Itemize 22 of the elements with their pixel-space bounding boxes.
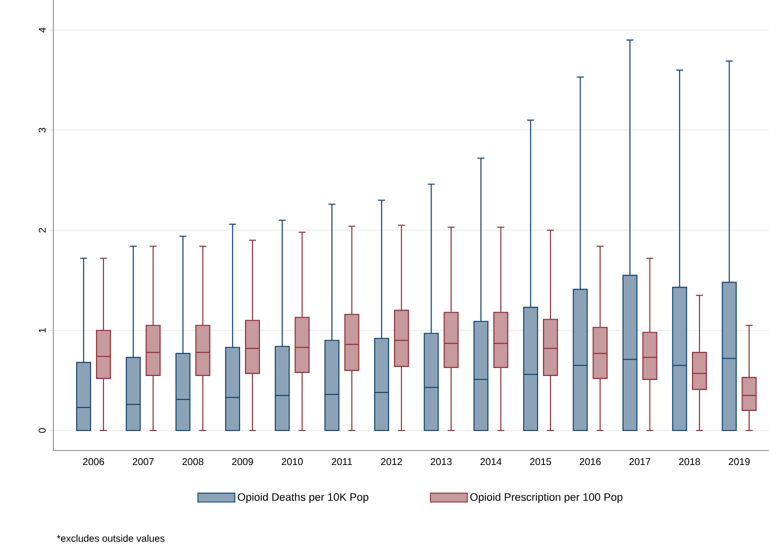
x-tick-label: 2007	[132, 458, 154, 466]
x-tick-label: 2012	[381, 458, 402, 466]
x-tick-label: 2008	[182, 458, 204, 466]
x-tick-label: 2006	[83, 458, 104, 466]
y-tick-label: 4	[38, 28, 46, 32]
legend-label: Opioid Prescription per 100 Pop	[470, 492, 622, 503]
x-tick-label: 2016	[580, 458, 601, 466]
y-tick-label: 3	[38, 128, 46, 132]
text: *excludes outside values	[56, 534, 164, 542]
x-tick-label: 2011	[332, 458, 352, 466]
x-tick-label: 2018	[679, 458, 700, 466]
y-tick-label: 1	[38, 328, 46, 332]
x-tick-label: 2014	[480, 458, 502, 466]
x-tick-label: 2013	[430, 458, 452, 466]
x-tick-label: 2019	[728, 458, 750, 466]
x-tick-label: 2015	[530, 458, 552, 466]
x-tick-label: 2009	[232, 458, 253, 466]
x-tick-label: 2017	[629, 458, 650, 466]
x-tick-label: 2010	[282, 458, 303, 466]
y-tick-label: 2	[38, 228, 46, 232]
legend-label: Opioid Deaths per 10K Pop	[238, 492, 368, 503]
y-tick-label: 0	[38, 428, 46, 433]
